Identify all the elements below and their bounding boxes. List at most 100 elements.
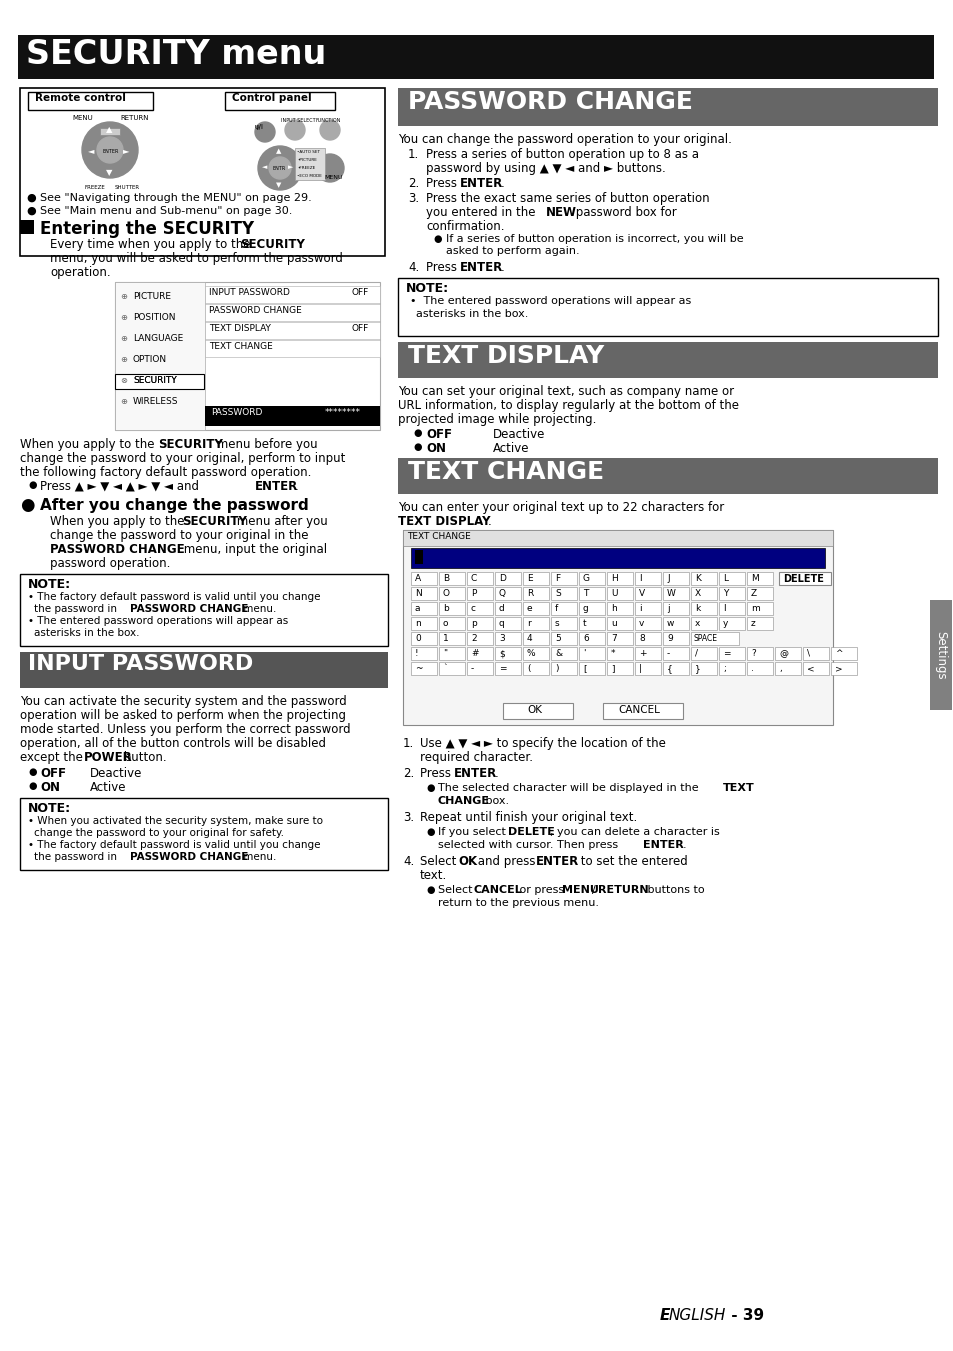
Text: .: . — [750, 663, 753, 673]
Bar — [719, 647, 744, 661]
Text: w: w — [666, 619, 674, 628]
Text: SECURITY: SECURITY — [132, 376, 176, 385]
Text: OFF: OFF — [426, 428, 452, 440]
Text: or press: or press — [516, 885, 567, 894]
Circle shape — [319, 120, 339, 141]
Text: You can activate the security system and the password: You can activate the security system and… — [20, 694, 346, 708]
Text: U: U — [610, 589, 617, 598]
Text: MENU: MENU — [71, 115, 92, 122]
Bar — [100, 128, 120, 135]
Text: ENTER: ENTER — [103, 149, 119, 154]
Text: ●: ● — [20, 496, 34, 513]
Text: 2.: 2. — [408, 177, 418, 190]
Text: (: ( — [526, 663, 530, 673]
Bar — [606, 662, 633, 676]
Text: l: l — [722, 604, 725, 613]
Text: v: v — [639, 619, 643, 628]
Bar — [830, 647, 856, 661]
Bar — [662, 647, 688, 661]
Text: .: . — [500, 177, 504, 190]
Text: K: K — [695, 574, 700, 584]
Text: POSITION: POSITION — [132, 313, 175, 322]
Bar — [20, 653, 388, 688]
Text: OK: OK — [526, 705, 541, 715]
Bar — [662, 571, 688, 585]
Text: +: + — [639, 648, 646, 658]
Text: I: I — [639, 574, 641, 584]
Text: LANGUAGE: LANGUAGE — [132, 334, 183, 343]
Text: INPUT SELECT: INPUT SELECT — [281, 118, 315, 123]
Bar — [495, 632, 520, 644]
Text: Settings: Settings — [934, 631, 946, 680]
Bar — [578, 647, 604, 661]
Text: p: p — [471, 619, 476, 628]
Bar — [467, 603, 493, 615]
Text: ●: ● — [426, 827, 434, 838]
Text: return to the previous menu.: return to the previous menu. — [437, 898, 598, 908]
Text: ⊕: ⊕ — [120, 313, 127, 322]
Text: ENTER: ENTER — [459, 177, 503, 190]
Text: Press: Press — [426, 177, 460, 190]
Text: MENU: MENU — [324, 176, 342, 180]
Bar — [662, 617, 688, 630]
Text: SECURITY: SECURITY — [132, 376, 176, 385]
Text: {: { — [666, 663, 672, 673]
Text: Deactive: Deactive — [90, 767, 142, 780]
Text: change the password to your original in the: change the password to your original in … — [50, 530, 308, 542]
Bar — [774, 662, 801, 676]
Circle shape — [97, 136, 123, 163]
Text: .: . — [500, 261, 504, 274]
Text: You can change the password operation to your original.: You can change the password operation to… — [397, 132, 731, 146]
Text: text.: text. — [419, 869, 447, 882]
Text: POWER: POWER — [84, 751, 132, 765]
Text: 1.: 1. — [408, 149, 418, 161]
Bar — [746, 603, 772, 615]
Text: NGLISH: NGLISH — [668, 1308, 725, 1323]
Bar — [551, 603, 577, 615]
Bar — [438, 586, 464, 600]
Bar — [662, 603, 688, 615]
Text: ENTER: ENTER — [536, 855, 578, 867]
Text: C: C — [471, 574, 476, 584]
Bar — [115, 282, 379, 430]
Bar — [495, 586, 520, 600]
Text: o: o — [442, 619, 448, 628]
Text: WIRELESS: WIRELESS — [132, 397, 178, 407]
Text: asterisks in the box.: asterisks in the box. — [416, 309, 528, 319]
Text: H: H — [610, 574, 618, 584]
Bar — [690, 586, 717, 600]
Text: .: . — [294, 480, 298, 493]
Bar — [635, 632, 660, 644]
Bar — [522, 662, 548, 676]
Text: ●: ● — [413, 442, 421, 453]
Text: ●: ● — [28, 781, 36, 790]
Text: You can enter your original text up to 22 characters for: You can enter your original text up to 2… — [397, 501, 723, 513]
Bar — [606, 603, 633, 615]
Text: • The factory default password is valid until you change: • The factory default password is valid … — [28, 840, 320, 850]
Text: ?: ? — [750, 648, 755, 658]
Text: Control panel: Control panel — [232, 93, 312, 103]
Text: CANCEL: CANCEL — [618, 705, 659, 715]
Text: `: ` — [442, 663, 447, 673]
Text: Select: Select — [437, 885, 476, 894]
Text: ψ/I: ψ/I — [254, 124, 264, 130]
Text: 6: 6 — [582, 634, 588, 643]
Text: ▼: ▼ — [275, 182, 281, 188]
Text: =: = — [498, 663, 506, 673]
Text: ⊗: ⊗ — [120, 376, 127, 385]
Text: ⊕: ⊕ — [120, 292, 127, 301]
Text: TEXT: TEXT — [722, 784, 754, 793]
Bar — [411, 632, 436, 644]
Text: RETURN: RETURN — [598, 885, 648, 894]
Text: selected with cursor. Then press: selected with cursor. Then press — [437, 840, 621, 850]
Text: ]: ] — [610, 663, 614, 673]
Bar — [467, 647, 493, 661]
Text: PASSWORD CHANGE: PASSWORD CHANGE — [408, 91, 692, 113]
Bar — [746, 586, 772, 600]
Bar — [495, 662, 520, 676]
Text: *: * — [610, 648, 615, 658]
Bar — [690, 647, 717, 661]
Text: SPACE: SPACE — [693, 634, 718, 643]
Bar — [578, 603, 604, 615]
Text: ********: ******** — [325, 408, 360, 417]
